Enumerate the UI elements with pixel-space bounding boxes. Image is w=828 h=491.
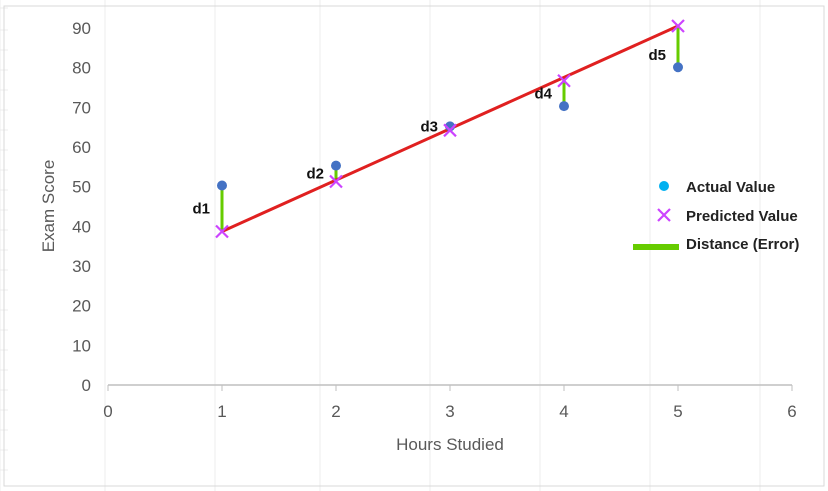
y-tick-label: 90 — [72, 19, 91, 38]
x-tick-label: 4 — [559, 402, 568, 421]
chart-frame — [3, 5, 825, 487]
legend-predicted-label: Predicted Value — [686, 208, 798, 225]
predicted-point-stroke — [443, 123, 457, 138]
actual-point — [331, 160, 341, 171]
predicted-point-stroke — [329, 174, 343, 189]
actual-point — [217, 180, 227, 191]
actual-point — [559, 101, 569, 112]
x-tick-label: 3 — [445, 402, 454, 421]
legend-error-label: Distance (Error) — [686, 236, 799, 253]
x-tick-label: 1 — [217, 402, 226, 421]
x-tick-label: 6 — [787, 402, 796, 421]
y-axis-ticks: 0 10 20 30 40 50 60 70 80 90 — [72, 19, 91, 395]
predicted-point-stroke — [671, 19, 685, 33]
y-tick-label: 30 — [72, 257, 91, 276]
y-tick-label: 10 — [72, 336, 91, 355]
legend-actual-marker — [659, 181, 669, 191]
predicted-point — [671, 19, 685, 33]
predicted-point-stroke — [557, 73, 571, 88]
x-tick-label: 0 — [103, 402, 112, 421]
y-tick-label: 70 — [72, 98, 91, 117]
actual-point — [673, 62, 683, 73]
distance-label: d4 — [534, 85, 552, 102]
x-axis-ticks: 0 1 2 3 4 5 6 — [103, 385, 797, 421]
y-axis-title: Exam Score — [39, 160, 58, 253]
distance-label: d2 — [306, 166, 324, 183]
x-tick-label: 5 — [673, 402, 682, 421]
predicted-point — [215, 224, 229, 239]
y-tick-label: 40 — [72, 217, 91, 236]
y-tick-label: 80 — [72, 59, 91, 78]
y-tick-label: 50 — [72, 178, 91, 197]
legend-error-marker — [633, 244, 679, 250]
y-tick-label: 20 — [72, 297, 91, 316]
legend-predicted-marker — [657, 208, 671, 222]
predicted-point — [329, 174, 343, 189]
predicted-values-series — [215, 19, 685, 239]
distance-labels: d1 d2 d3 d4 d5 — [192, 47, 666, 218]
predicted-point — [443, 123, 457, 138]
distance-label: d5 — [648, 47, 666, 64]
y-tick-label: 0 — [82, 376, 91, 395]
y-tick-label: 60 — [72, 138, 91, 157]
predicted-point — [557, 73, 571, 88]
distance-label: d1 — [192, 200, 210, 217]
actual-values-series — [217, 62, 683, 191]
legend-actual-label: Actual Value — [686, 179, 775, 196]
legend: Actual Value Predicted Value Distance (E… — [633, 179, 799, 253]
x-axis-title: Hours Studied — [396, 435, 504, 454]
distance-label: d3 — [420, 118, 438, 135]
x-tick-label: 2 — [331, 402, 340, 421]
predicted-point-stroke — [215, 224, 229, 239]
